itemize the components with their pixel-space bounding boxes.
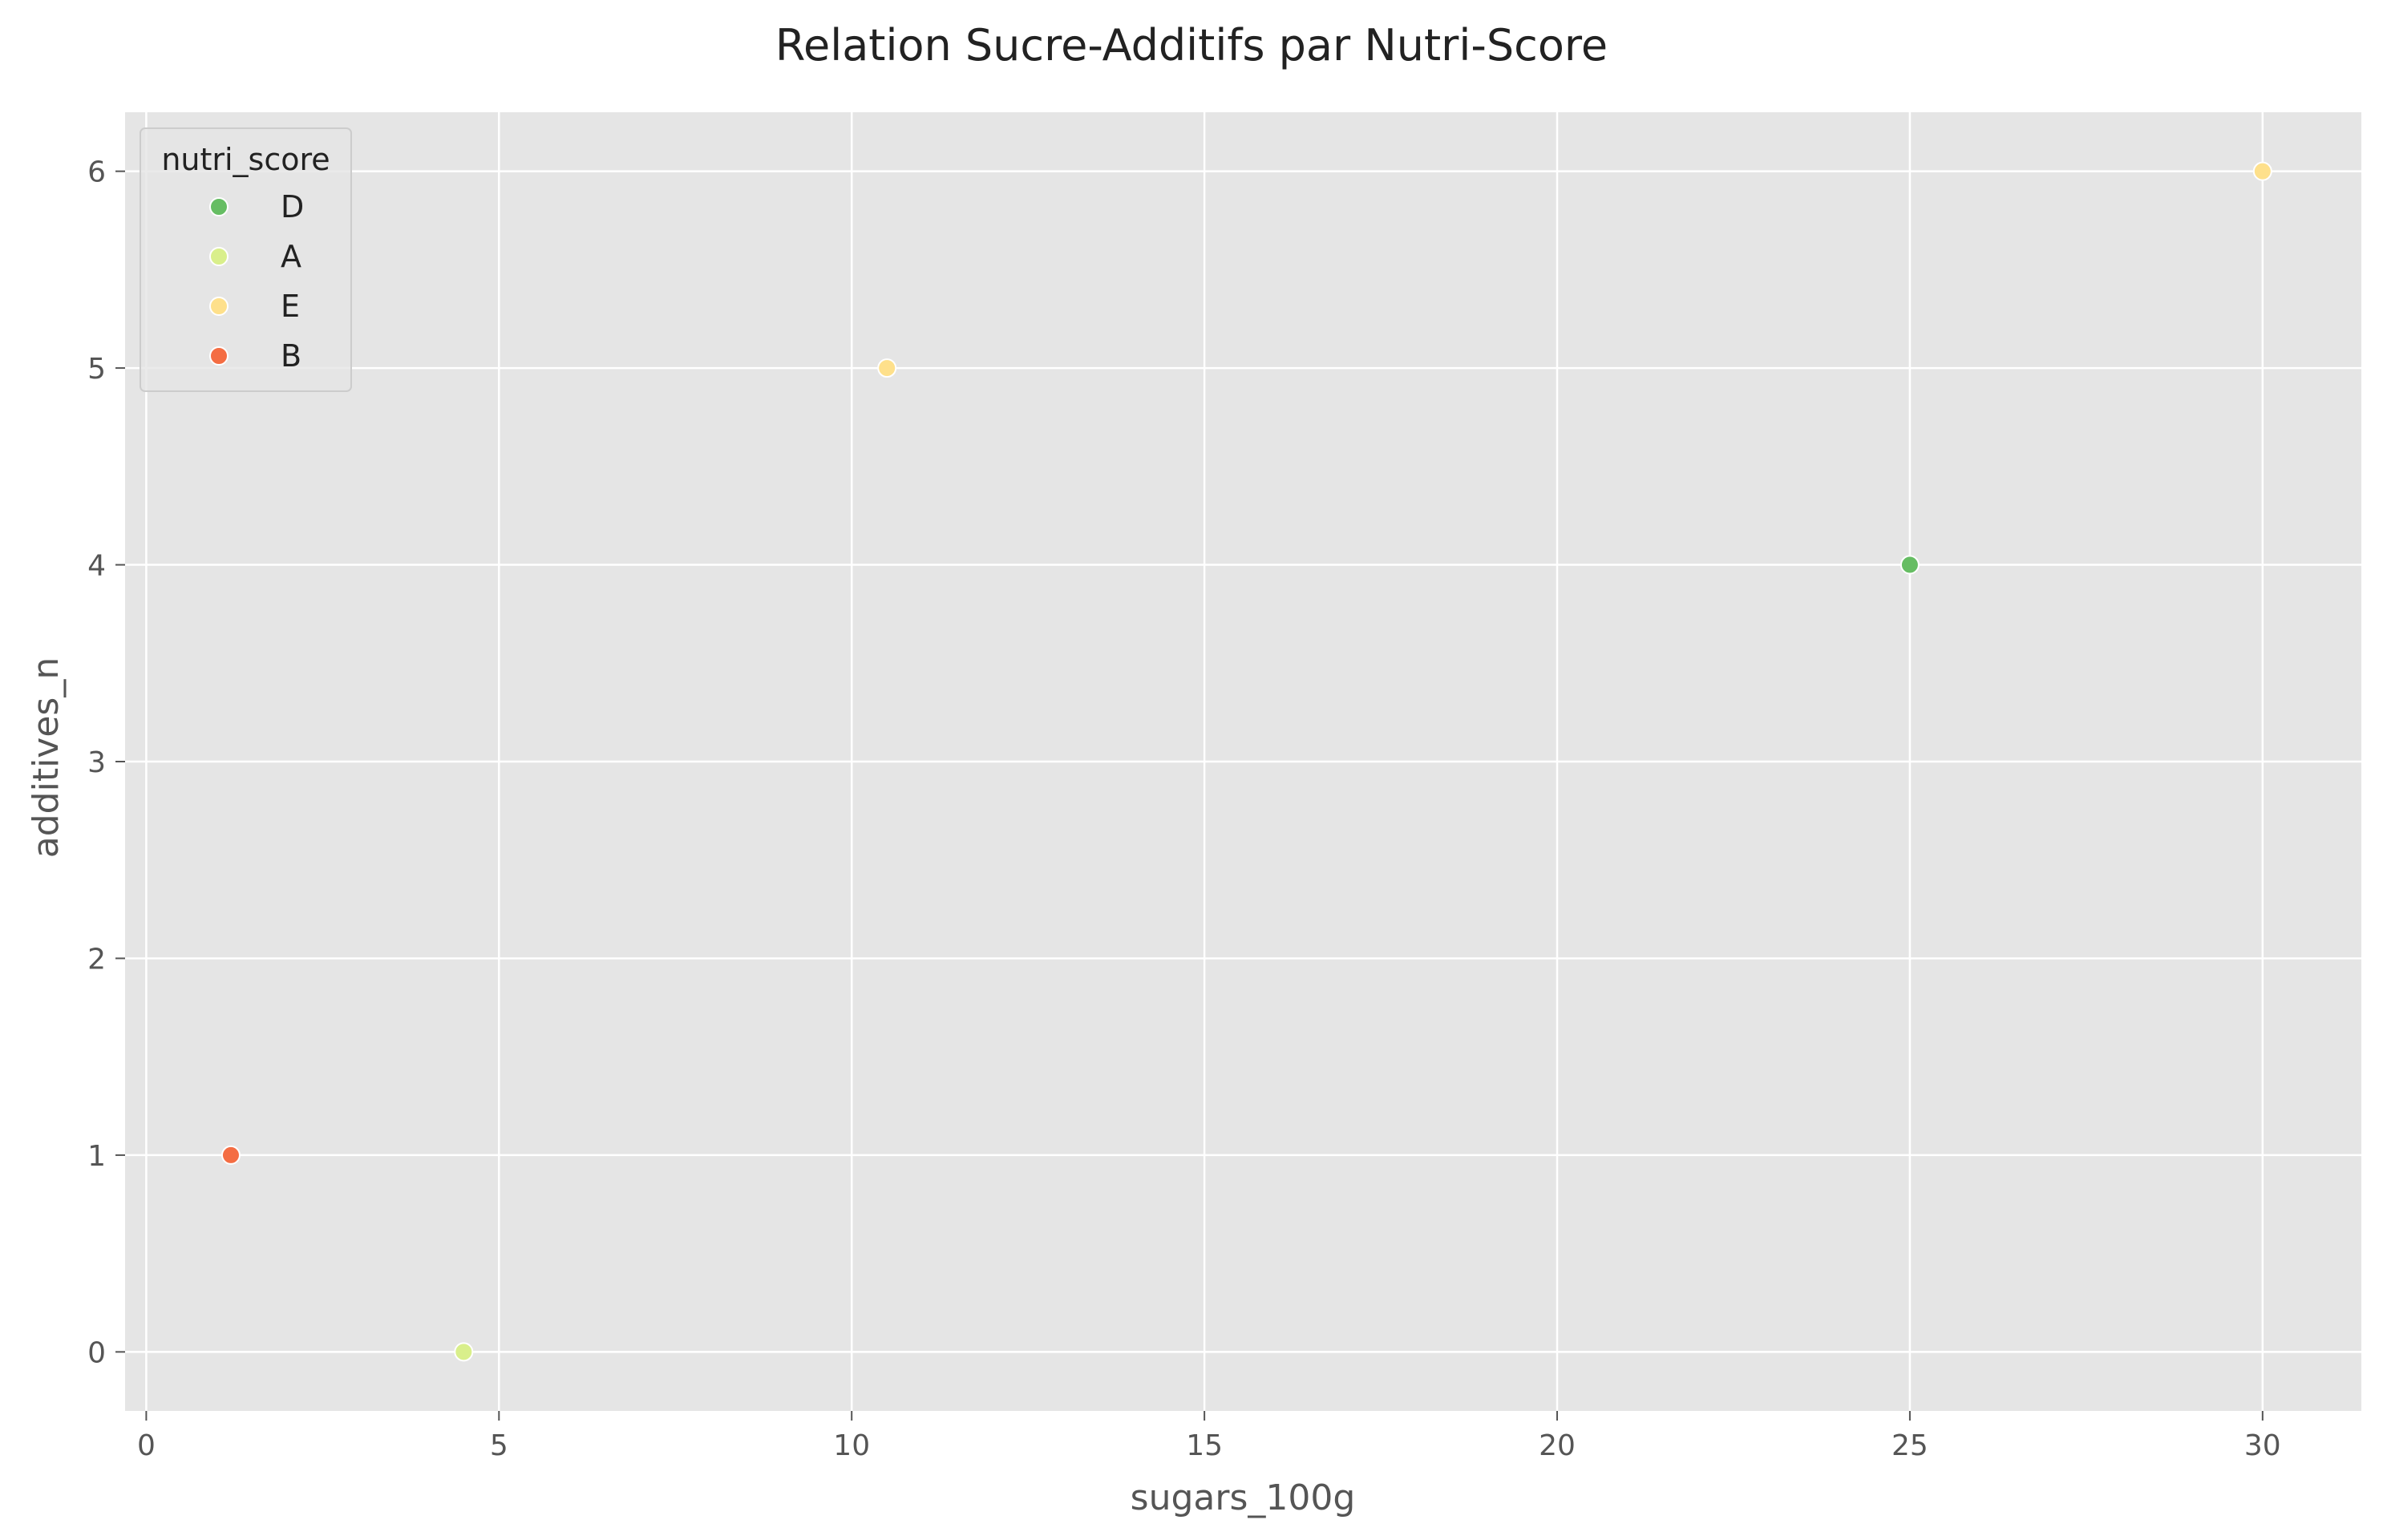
legend-label-A: A (281, 239, 301, 274)
legend-marker-D (209, 197, 229, 216)
x-tick-label: 20 (1539, 1429, 1576, 1462)
x-axis-label: sugars_100g (1131, 1477, 1356, 1518)
x-tick-label: 5 (490, 1429, 508, 1462)
x-tick-label: 10 (833, 1429, 870, 1462)
data-point-B (220, 1145, 241, 1165)
y-axis-label: additives_n (26, 657, 67, 858)
y-tick-label: 3 (87, 746, 106, 779)
legend-marker-A (209, 247, 229, 266)
legend-title: nutri_score (161, 142, 330, 177)
x-tick-label: 0 (137, 1429, 156, 1462)
legend-label-D: D (281, 189, 304, 224)
y-tick-label: 4 (87, 550, 106, 583)
y-tick-label: 1 (87, 1140, 106, 1173)
y-tick-label: 0 (87, 1336, 106, 1369)
legend-box (140, 127, 352, 392)
legend-label-B: B (281, 338, 301, 374)
y-tick-label: 6 (87, 156, 106, 189)
data-point-E (877, 358, 897, 378)
x-tick-label: 25 (1891, 1429, 1928, 1462)
x-tick-label: 15 (1186, 1429, 1223, 1462)
legend-label-E: E (281, 289, 300, 324)
data-point-A (454, 1342, 474, 1362)
y-tick-label: 5 (87, 353, 106, 386)
grid-lines (125, 112, 2361, 1411)
y-tick-label: 2 (87, 943, 106, 976)
axis-ticks: 0 5 10 15 20 25 30 0 1 2 3 4 5 6 (87, 156, 2281, 1462)
data-points (220, 161, 2272, 1362)
legend-marker-B (209, 346, 229, 366)
data-point-E (2252, 161, 2272, 181)
data-point-D (1900, 555, 1920, 575)
chart-title: Relation Sucre-Additifs par Nutri-Score (775, 20, 1608, 71)
x-tick-label: 30 (2244, 1429, 2281, 1462)
legend-marker-E (209, 297, 229, 316)
